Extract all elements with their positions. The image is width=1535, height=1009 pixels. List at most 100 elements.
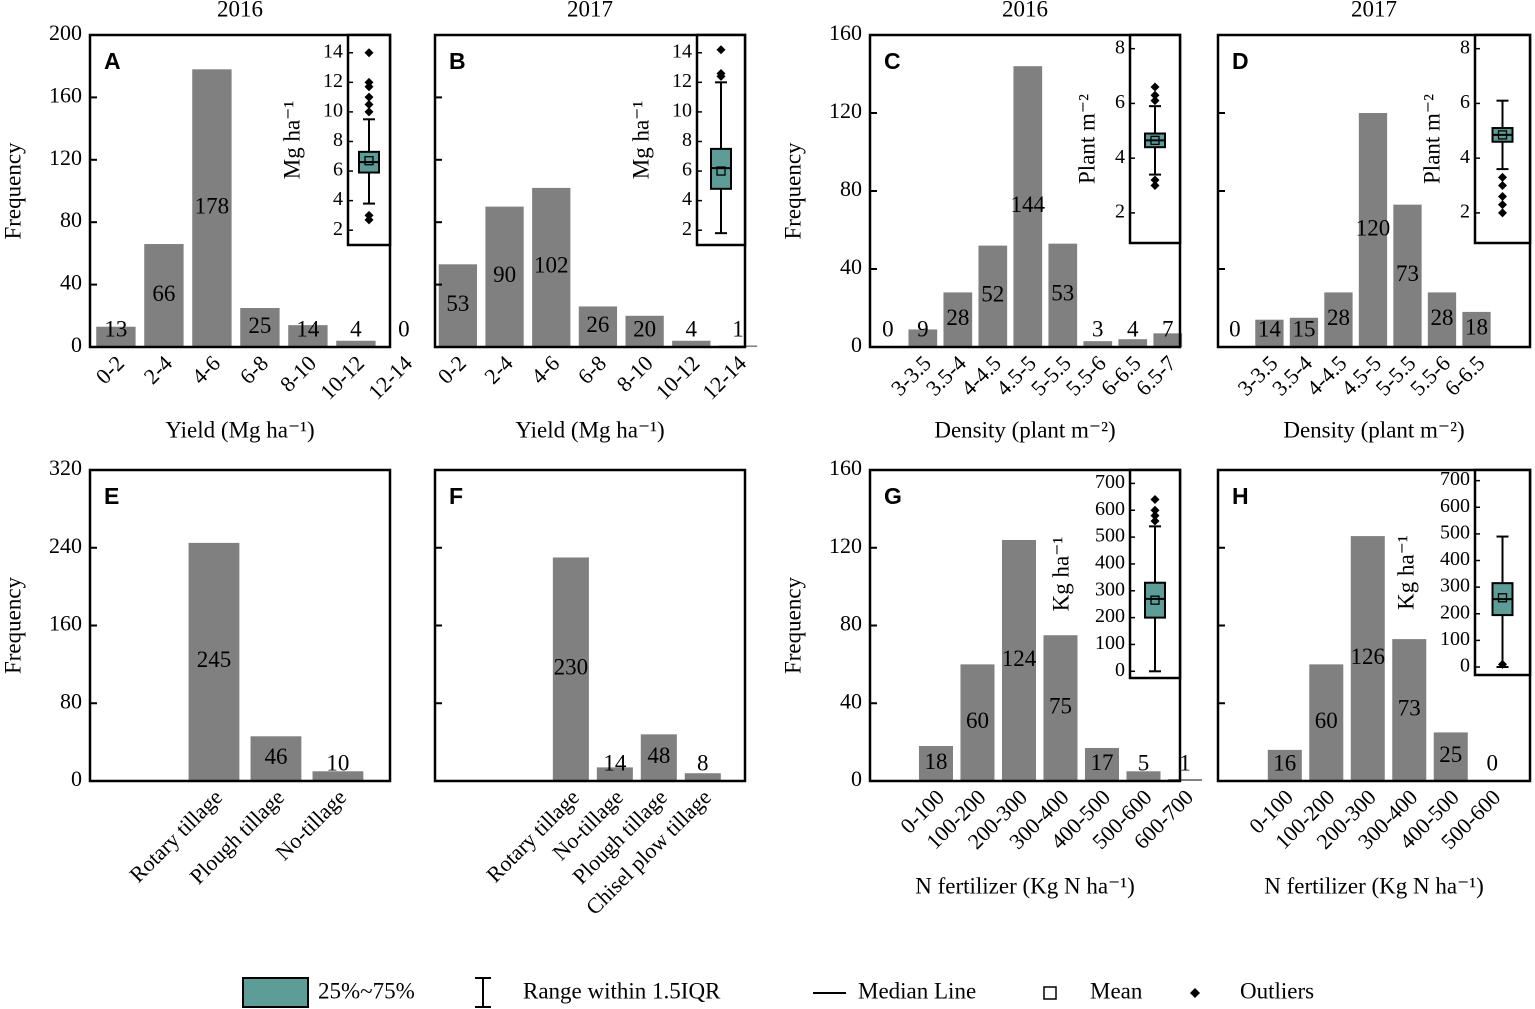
y-tick-label: 160 [49, 82, 82, 107]
value-label: 245 [197, 647, 232, 672]
inset-y-label: Kg ha⁻¹ [1393, 535, 1418, 610]
legend-outlier-swatch [1190, 988, 1200, 998]
value-label: 10 [326, 750, 349, 775]
y-tick-label: 160 [829, 20, 862, 45]
value-label: 4 [1127, 316, 1139, 341]
inset-tick-label: 0 [1460, 655, 1470, 677]
inset-tick-label: 400 [1440, 548, 1470, 570]
value-label: 60 [1315, 708, 1338, 733]
legend-range-swatch [475, 977, 491, 1008]
value-label: 0 [1486, 750, 1498, 775]
x-tick-label: 12-14 [697, 350, 751, 404]
value-label: 46 [264, 744, 287, 769]
value-label: 13 [104, 316, 127, 341]
value-label: 53 [1051, 281, 1074, 306]
bar [908, 329, 938, 347]
inset-tick-label: 12 [672, 70, 692, 92]
bar [1126, 771, 1161, 781]
outlier [364, 48, 374, 58]
bar [1013, 66, 1043, 347]
y-tick-label: 200 [49, 20, 82, 45]
value-label: 17 [1090, 750, 1113, 775]
x-tick-label: 6-6.5 [1440, 350, 1490, 400]
bar [288, 325, 328, 347]
y-tick-label: 0 [851, 766, 862, 791]
value-label: 126 [1351, 644, 1386, 669]
value-label: 1 [732, 316, 744, 341]
y-tick-label: 160 [829, 455, 862, 480]
inset-tick-label: 6 [1115, 91, 1125, 113]
x-axis-label: Density (plant m⁻²) [1283, 417, 1464, 442]
bar [438, 264, 478, 347]
x-tick-label: 4-6 [187, 350, 225, 388]
inset-tick-label: 400 [1095, 552, 1125, 574]
bar [1350, 536, 1385, 781]
bar [1267, 749, 1302, 781]
plot-frame [433, 468, 747, 783]
outlier [364, 77, 374, 87]
value-label: 7 [1162, 316, 1174, 341]
value-label: 0 [1229, 316, 1241, 341]
value-label: 25 [1439, 742, 1462, 767]
outlier [716, 68, 726, 78]
bar [1433, 732, 1468, 781]
inset-tick-label: 600 [1095, 498, 1125, 520]
value-label: 18 [924, 749, 947, 774]
bar [144, 244, 184, 347]
bar [672, 340, 711, 347]
inset-tick-label: 12 [323, 70, 343, 92]
inset-tick-label: 2 [1460, 200, 1470, 222]
inset-tick-label: 200 [1440, 601, 1470, 623]
y-tick-label: 160 [49, 611, 82, 636]
value-label: 8 [697, 750, 709, 775]
value-label: 178 [195, 193, 230, 218]
bar [1153, 333, 1183, 347]
bar [1309, 664, 1344, 781]
bar [1118, 339, 1148, 347]
outlier [1498, 191, 1507, 201]
value-label: 144 [1011, 192, 1046, 217]
mean-marker [1150, 135, 1160, 146]
value-label: 73 [1398, 695, 1421, 720]
bar [1084, 747, 1119, 781]
x-tick-label: 8-10 [275, 350, 321, 396]
inset-tick-label: 8 [682, 129, 692, 151]
mean-marker [1497, 593, 1508, 603]
bar [336, 340, 376, 347]
outlier [1498, 659, 1507, 669]
inset-y-label: Mg ha⁻¹ [628, 101, 653, 180]
x-tick-label: 4-6 [526, 350, 564, 388]
inset-tick-label: 6 [682, 159, 692, 181]
value-label: 16 [1273, 750, 1296, 775]
y-tick-label: 40 [840, 254, 862, 279]
value-label: 52 [981, 282, 1004, 307]
outlier [364, 107, 374, 117]
outlier [1150, 505, 1160, 515]
value-label: 3 [1092, 316, 1104, 341]
value-label: 15 [1292, 316, 1315, 341]
x-tick-label: 8-10 [612, 350, 658, 396]
bar [596, 767, 633, 781]
y-tick-label: 0 [71, 766, 82, 791]
inset-tick-label: 4 [1115, 146, 1125, 168]
bar [918, 746, 953, 781]
bar [1392, 639, 1427, 781]
outlier [1150, 175, 1160, 185]
inset-y-label: Kg ha⁻¹ [1048, 537, 1073, 612]
outlier [364, 92, 374, 102]
inset-tick-label: 8 [1460, 36, 1470, 58]
value-label: 9 [917, 316, 929, 341]
inset-tick-label: 4 [1460, 146, 1470, 168]
bar [1358, 113, 1388, 347]
panel-label: C [884, 48, 901, 74]
inset-tick-label: 700 [1095, 471, 1125, 493]
x-tick-label: 6.5-7 [1131, 350, 1181, 400]
inset-tick-label: 2 [1115, 200, 1125, 222]
value-label: 25 [248, 313, 271, 338]
y-tick-label: 40 [60, 270, 82, 295]
panel-title: 2017 [1351, 0, 1397, 21]
value-label: 73 [1396, 261, 1419, 286]
bar [1324, 292, 1353, 347]
y-tick-label: 120 [829, 98, 862, 123]
